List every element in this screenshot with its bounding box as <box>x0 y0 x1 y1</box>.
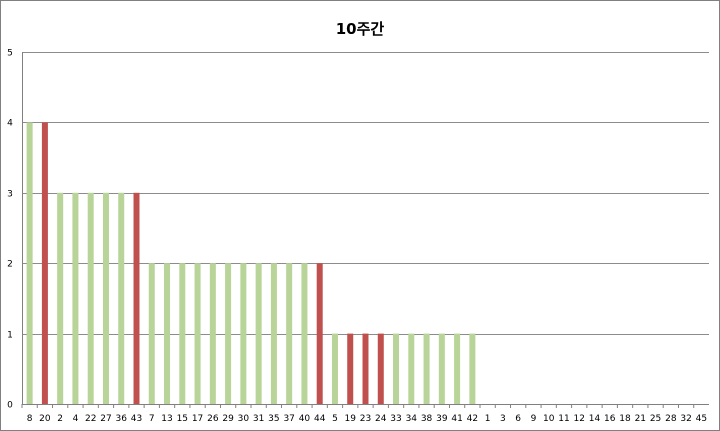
x-tick-label: 27 <box>100 414 111 424</box>
bar-38 <box>423 333 430 404</box>
bar-30 <box>240 263 247 404</box>
bar-34 <box>408 333 415 404</box>
bars <box>26 122 476 405</box>
y-tick-label: 4 <box>7 119 13 129</box>
x-tick-label: 10 <box>543 414 555 424</box>
x-tick-label: 29 <box>222 414 234 424</box>
bar-4 <box>72 192 79 404</box>
x-tick-label: 13 <box>161 414 172 424</box>
x-tick-label: 6 <box>515 414 521 424</box>
bar-17 <box>194 263 201 404</box>
bar-44 <box>316 263 323 404</box>
x-tick-label: 43 <box>131 414 142 424</box>
bar-41 <box>454 333 461 404</box>
x-tick-label: 33 <box>390 414 401 424</box>
bar-5 <box>331 333 338 404</box>
bar-13 <box>164 263 171 404</box>
y-tick-label: 2 <box>7 260 13 270</box>
bar-27 <box>102 192 109 404</box>
bar-2 <box>57 192 64 404</box>
bar-24 <box>377 333 384 404</box>
x-tick-label: 16 <box>604 414 616 424</box>
bar-26 <box>209 263 216 404</box>
y-tick-label: 0 <box>7 401 13 411</box>
x-tick-label: 44 <box>314 414 326 424</box>
x-tick-label: 40 <box>299 414 311 424</box>
x-tick-label: 39 <box>436 414 448 424</box>
x-tick-label: 18 <box>619 414 631 424</box>
x-tick-label: 34 <box>406 414 418 424</box>
x-tick-label: 41 <box>451 414 462 424</box>
bar-43 <box>133 192 140 404</box>
x-tick-label: 45 <box>696 414 707 424</box>
x-tick-label: 2 <box>57 414 63 424</box>
x-tick-label: 9 <box>531 414 537 424</box>
x-tick-label: 12 <box>574 414 585 424</box>
y-tick-labels: 0 1 2 3 4 5 <box>7 49 13 411</box>
bar-23 <box>362 333 369 404</box>
x-tick-label: 20 <box>39 414 51 424</box>
x-tick-label: 23 <box>360 414 371 424</box>
x-tick-label: 35 <box>268 414 279 424</box>
x-tick-label: 24 <box>375 414 387 424</box>
bar-8 <box>26 122 33 405</box>
y-tick-label: 3 <box>7 190 13 200</box>
bar-36 <box>118 192 125 404</box>
x-tick-label: 36 <box>116 414 128 424</box>
bar-19 <box>347 333 354 404</box>
bar-7 <box>148 263 155 404</box>
axes <box>21 52 709 408</box>
x-tick-label: 28 <box>665 414 677 424</box>
x-tick-label: 3 <box>500 414 506 424</box>
x-tick-label: 32 <box>680 414 691 424</box>
x-tick-label: 30 <box>238 414 250 424</box>
bar-20 <box>41 122 48 405</box>
chart-title: 10주간 <box>336 20 385 38</box>
x-tick-label: 15 <box>177 414 188 424</box>
bar-40 <box>301 263 308 404</box>
x-tick-label: 11 <box>558 414 569 424</box>
x-tick-label: 37 <box>283 414 294 424</box>
x-tick-label: 4 <box>73 414 79 424</box>
x-tick-label: 21 <box>635 414 646 424</box>
x-tick-label: 1 <box>485 414 491 424</box>
bar-33 <box>393 333 400 404</box>
bar-37 <box>286 263 293 404</box>
x-tick-label: 19 <box>345 414 357 424</box>
bar-29 <box>225 263 232 404</box>
bar-39 <box>438 333 445 404</box>
bar-15 <box>179 263 186 404</box>
bar-35 <box>270 263 277 404</box>
x-tick-label: 31 <box>253 414 264 424</box>
x-tick-label: 8 <box>27 414 33 424</box>
x-tick-label: 38 <box>421 414 433 424</box>
x-tick-label: 5 <box>332 414 338 424</box>
x-tick-labels: 8 20 2 4 22 27 36 43 7 13 15 17 26 29 30 31 35 37 40 44 5 19 2… <box>27 414 707 424</box>
x-tick-label: 14 <box>589 414 601 424</box>
x-tick-label: 26 <box>207 414 219 424</box>
bar-22 <box>87 192 94 404</box>
x-tick-label: 42 <box>467 414 478 424</box>
x-tick-label: 17 <box>192 414 203 424</box>
y-tick-label: 5 <box>7 49 13 59</box>
x-tick-label: 22 <box>85 414 96 424</box>
bar-31 <box>255 263 262 404</box>
x-tick-label: 7 <box>149 414 155 424</box>
y-tick-label: 1 <box>7 331 13 341</box>
bar-42 <box>469 333 476 404</box>
x-tick-label: 25 <box>650 414 661 424</box>
